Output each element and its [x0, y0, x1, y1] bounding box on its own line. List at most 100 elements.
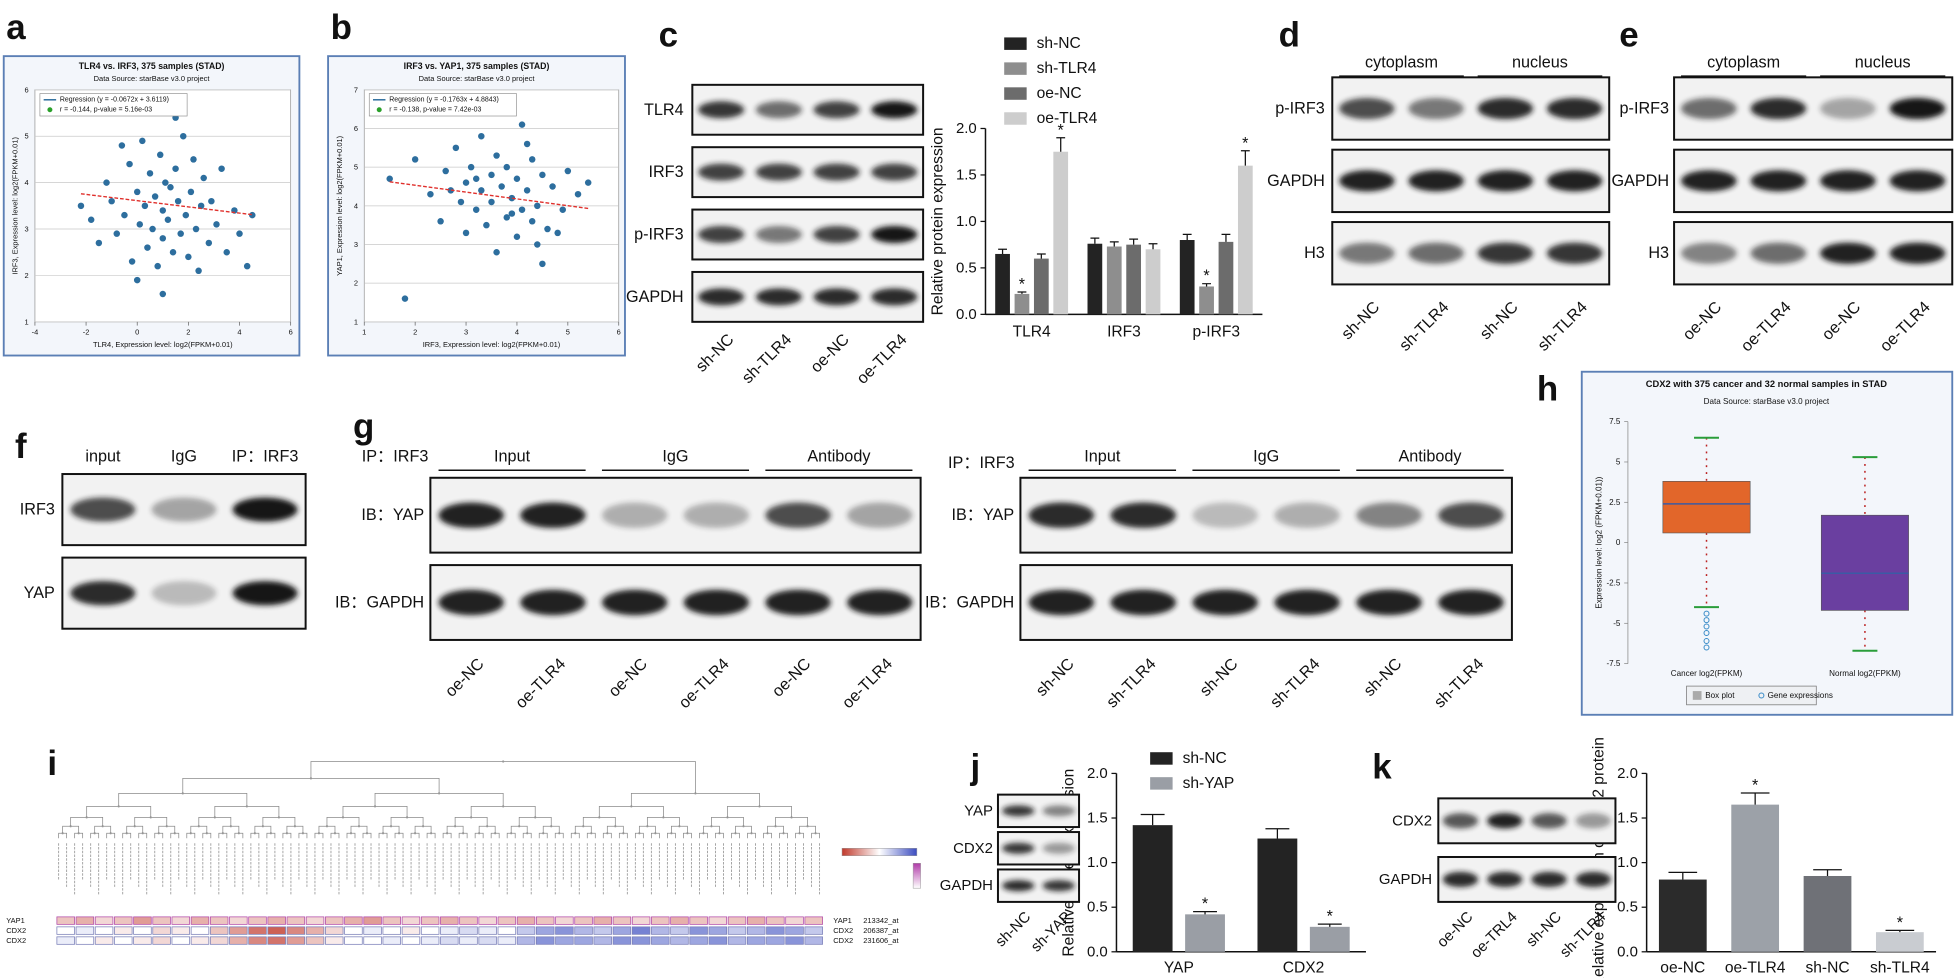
- heatmap-cell: [190, 926, 210, 935]
- x-tick-label: sh-TLR4: [1870, 960, 1930, 977]
- band: [698, 288, 745, 306]
- heatmap-cell: [267, 926, 286, 935]
- band: [683, 502, 750, 528]
- error-bar: [1109, 241, 1119, 247]
- band: [1531, 871, 1567, 888]
- band: [1546, 97, 1603, 120]
- band: [871, 101, 918, 119]
- panel-label: b: [331, 8, 352, 47]
- y-tick-label: -5: [1613, 619, 1621, 628]
- panel-label: h: [1537, 370, 1558, 409]
- heatmap-cell: [94, 916, 114, 925]
- heatmap-cell: [363, 916, 382, 925]
- heatmap-cell: [248, 936, 267, 945]
- bar: [1033, 258, 1049, 315]
- group-header: IgG: [662, 448, 688, 466]
- y-axis-label: Expression level: log2 (FPKM+0.01)): [1595, 476, 1604, 608]
- point: [159, 207, 167, 214]
- band: [438, 589, 504, 616]
- heatmap-cell: [56, 936, 75, 945]
- row-label: CDX2: [833, 936, 853, 945]
- point: [462, 229, 470, 237]
- point: [447, 187, 455, 194]
- error-bar: [998, 248, 1007, 254]
- x-tick-label: 5: [566, 327, 570, 336]
- band: [1192, 589, 1258, 616]
- lane-label: sh-TLR4: [1431, 655, 1488, 712]
- point: [200, 174, 207, 182]
- heatmap-cell: [152, 926, 171, 935]
- lane-label: sh-TLR4: [1103, 655, 1160, 712]
- legend-label: oe-NC: [1037, 85, 1082, 102]
- point: [554, 229, 561, 237]
- band: [1356, 589, 1422, 616]
- error-bar: [1193, 911, 1217, 915]
- dendrogram-branch: [518, 816, 552, 827]
- dendrogram-branch: [454, 816, 488, 827]
- error-bar: [1182, 233, 1192, 241]
- bar: [1145, 249, 1161, 315]
- legend-swatch: [376, 107, 382, 113]
- group-header: cytoplasm: [1365, 53, 1438, 71]
- lane-label: sh-TLR4: [739, 330, 796, 387]
- band: [1110, 589, 1177, 616]
- band: [1889, 170, 1946, 192]
- legend-label: sh-YAP: [1183, 775, 1235, 792]
- point: [386, 175, 393, 183]
- band: [1408, 242, 1464, 264]
- dendrogram-branch: [727, 805, 792, 818]
- heatmap-cell: [56, 916, 75, 925]
- lane-label: sh-NC: [1523, 908, 1565, 950]
- point: [156, 151, 164, 159]
- row-label: TLR4: [644, 101, 684, 119]
- x-tick-label: Cancer log2(FPKM): [1671, 669, 1743, 678]
- bar: [1875, 932, 1924, 952]
- point: [493, 248, 500, 256]
- y-axis-label: IRF3, Expression level: log2(FPKM+0.01): [10, 137, 19, 275]
- heatmap-cell: [746, 926, 766, 935]
- y-tick-label: 2.0: [1617, 765, 1638, 782]
- significance-mark: *: [1242, 134, 1249, 152]
- band: [698, 101, 745, 119]
- lane-label: sh-NC: [692, 330, 737, 375]
- band: [1002, 805, 1035, 817]
- lane-header: IP：IRF3: [232, 448, 299, 466]
- heatmap-cell: [708, 916, 728, 925]
- heatmap-cell: [171, 936, 191, 945]
- group-header: IgG: [1253, 448, 1279, 466]
- dendrogram-branch: [646, 816, 680, 827]
- bar: [1087, 243, 1103, 315]
- heatmap-cell: [305, 926, 325, 935]
- heatmap-cell: [785, 916, 804, 925]
- band: [1028, 502, 1095, 528]
- heatmap-cell: [325, 926, 344, 935]
- row-label: GAPDH: [940, 877, 993, 894]
- legend-swatch: [1004, 87, 1027, 100]
- dendrogram-branch: [775, 816, 808, 827]
- band: [1192, 502, 1258, 528]
- ip-label: IP：IRF3: [948, 454, 1015, 472]
- row-label: IRF3: [20, 501, 55, 519]
- band: [1820, 97, 1876, 120]
- point: [113, 230, 121, 237]
- point: [503, 163, 511, 171]
- error-bar: [1036, 253, 1046, 259]
- point: [136, 221, 144, 228]
- heatmap-cell: [804, 936, 823, 945]
- lane-label: oe-TLR4: [853, 330, 910, 387]
- band: [601, 502, 668, 528]
- heatmap-cell: [114, 926, 133, 935]
- lane-label: sh-TLR4: [1396, 298, 1453, 355]
- dendrogram-branch: [262, 816, 296, 827]
- y-tick-label: 0.0: [1087, 943, 1108, 960]
- error-bar: [1202, 283, 1211, 287]
- bar: [1179, 240, 1195, 315]
- heatmap-cell: [401, 916, 421, 925]
- error-bar: [1240, 150, 1250, 166]
- y-axis-label: YAP1, Expression level: log2(FPKM+0.01): [335, 135, 344, 275]
- error-bar: [1813, 869, 1842, 876]
- y-tick-label: 1.0: [1617, 854, 1638, 871]
- point: [243, 262, 251, 270]
- band: [755, 101, 802, 119]
- y-tick-label: 0.5: [956, 259, 977, 276]
